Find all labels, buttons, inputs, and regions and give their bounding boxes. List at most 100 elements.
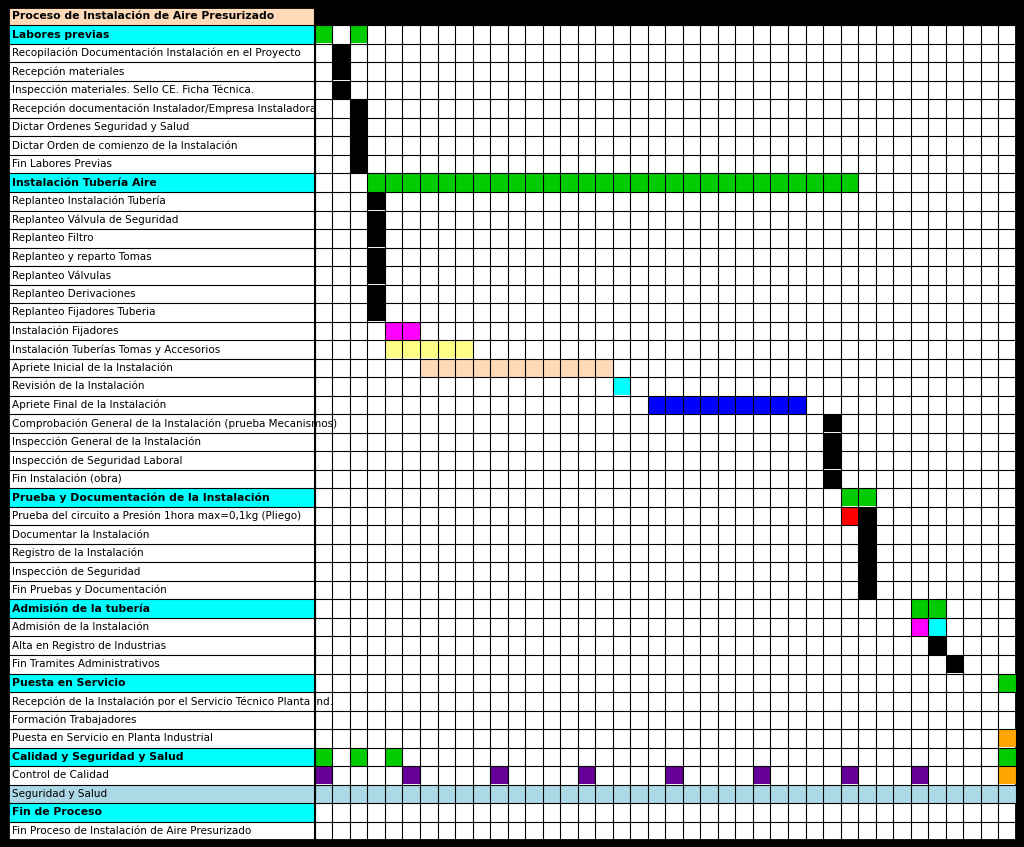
- Bar: [998, 748, 1016, 766]
- Bar: [368, 230, 385, 247]
- Bar: [314, 414, 1016, 433]
- Text: Replanteo Válvulas: Replanteo Válvulas: [11, 270, 111, 280]
- Bar: [314, 192, 1016, 211]
- Bar: [350, 25, 368, 43]
- Bar: [8, 562, 314, 581]
- Bar: [8, 322, 314, 340]
- Bar: [910, 600, 928, 617]
- Bar: [314, 377, 1016, 396]
- Bar: [8, 377, 314, 396]
- Text: Inspección materiales. Sello CE. Ficha Técnica.: Inspección materiales. Sello CE. Ficha T…: [11, 85, 254, 96]
- Bar: [314, 489, 1016, 507]
- Bar: [823, 451, 841, 469]
- Bar: [350, 155, 368, 173]
- Bar: [314, 767, 1016, 784]
- Bar: [314, 655, 1016, 673]
- Bar: [314, 63, 1016, 80]
- Bar: [314, 729, 1016, 748]
- Bar: [8, 174, 314, 192]
- Bar: [648, 396, 806, 414]
- Text: Recepción materiales: Recepción materiales: [11, 66, 124, 77]
- Bar: [314, 229, 1016, 247]
- Bar: [314, 358, 1016, 377]
- Bar: [8, 63, 314, 80]
- Bar: [333, 44, 350, 62]
- Text: Control de Calidad: Control de Calidad: [11, 771, 109, 780]
- Bar: [8, 600, 314, 618]
- Bar: [314, 340, 1016, 358]
- Text: Fin Tramites Administrativos: Fin Tramites Administrativos: [11, 659, 160, 669]
- Text: Recepción documentación Instalador/Empresa Instaladora: Recepción documentación Instalador/Empre…: [11, 103, 316, 113]
- Bar: [578, 767, 595, 784]
- Bar: [314, 396, 1016, 414]
- Bar: [314, 785, 1016, 803]
- Bar: [8, 99, 314, 118]
- Text: Prueba del circuito a Presión 1hora max=0,1kg (Pliego): Prueba del circuito a Presión 1hora max=…: [11, 511, 301, 522]
- Bar: [314, 581, 1016, 600]
- Text: Fin Pruebas y Documentación: Fin Pruebas y Documentación: [11, 585, 167, 595]
- Bar: [420, 359, 612, 377]
- Bar: [8, 396, 314, 414]
- Bar: [314, 784, 1016, 803]
- Bar: [8, 692, 314, 711]
- Bar: [8, 470, 314, 489]
- Text: Comprobación General de la Instalación (prueba Mecanismos): Comprobación General de la Instalación (…: [11, 418, 337, 429]
- Text: Registro de la Instalación: Registro de la Instalación: [11, 548, 143, 558]
- Bar: [368, 267, 385, 285]
- Text: Puesta en Servicio: Puesta en Servicio: [11, 678, 125, 688]
- Text: Replanteo y reparto Tomas: Replanteo y reparto Tomas: [11, 252, 152, 262]
- Bar: [314, 767, 333, 784]
- Bar: [314, 525, 1016, 544]
- Bar: [8, 507, 314, 525]
- Bar: [666, 767, 683, 784]
- Bar: [490, 767, 508, 784]
- Bar: [402, 767, 420, 784]
- Bar: [998, 729, 1016, 747]
- Text: Inspección de Seguridad: Inspección de Seguridad: [11, 567, 140, 577]
- Bar: [8, 285, 314, 303]
- Bar: [314, 600, 1016, 618]
- Bar: [350, 137, 368, 154]
- Bar: [823, 415, 841, 432]
- Bar: [8, 118, 314, 136]
- Bar: [8, 673, 314, 692]
- Bar: [314, 303, 1016, 322]
- Bar: [946, 656, 964, 673]
- Bar: [314, 247, 1016, 266]
- Text: Dictar Ordenes Seguridad y Salud: Dictar Ordenes Seguridad y Salud: [11, 122, 189, 132]
- Bar: [928, 600, 946, 617]
- Bar: [314, 544, 1016, 562]
- Bar: [314, 673, 1016, 692]
- Bar: [8, 636, 314, 655]
- Bar: [314, 7, 1016, 25]
- Bar: [858, 489, 876, 507]
- Bar: [314, 285, 1016, 303]
- Bar: [858, 526, 876, 544]
- Bar: [8, 266, 314, 285]
- Bar: [314, 322, 1016, 340]
- Text: Prueba y Documentación de la Instalación: Prueba y Documentación de la Instalación: [11, 492, 269, 503]
- Bar: [314, 433, 1016, 451]
- Bar: [8, 25, 314, 44]
- Bar: [314, 470, 1016, 489]
- Text: Formación Trabajadores: Formación Trabajadores: [11, 715, 136, 725]
- Bar: [841, 489, 858, 507]
- Bar: [8, 525, 314, 544]
- Text: Alta en Registro de Industrias: Alta en Registro de Industrias: [11, 640, 166, 650]
- Bar: [314, 118, 1016, 136]
- Bar: [385, 322, 420, 340]
- Bar: [841, 507, 858, 525]
- Text: Replanteo Instalación Tubería: Replanteo Instalación Tubería: [11, 196, 166, 207]
- Bar: [314, 25, 333, 43]
- Text: Fin Labores Previas: Fin Labores Previas: [11, 159, 112, 169]
- Text: Replanteo Válvula de Seguridad: Replanteo Válvula de Seguridad: [11, 214, 178, 225]
- Bar: [8, 303, 314, 322]
- Text: Labores previas: Labores previas: [11, 30, 110, 40]
- Bar: [368, 248, 385, 266]
- Text: Inspección de Seguridad Laboral: Inspección de Seguridad Laboral: [11, 456, 182, 466]
- Bar: [612, 378, 631, 396]
- Bar: [385, 340, 472, 358]
- Bar: [8, 822, 314, 840]
- Bar: [314, 618, 1016, 636]
- Bar: [8, 451, 314, 470]
